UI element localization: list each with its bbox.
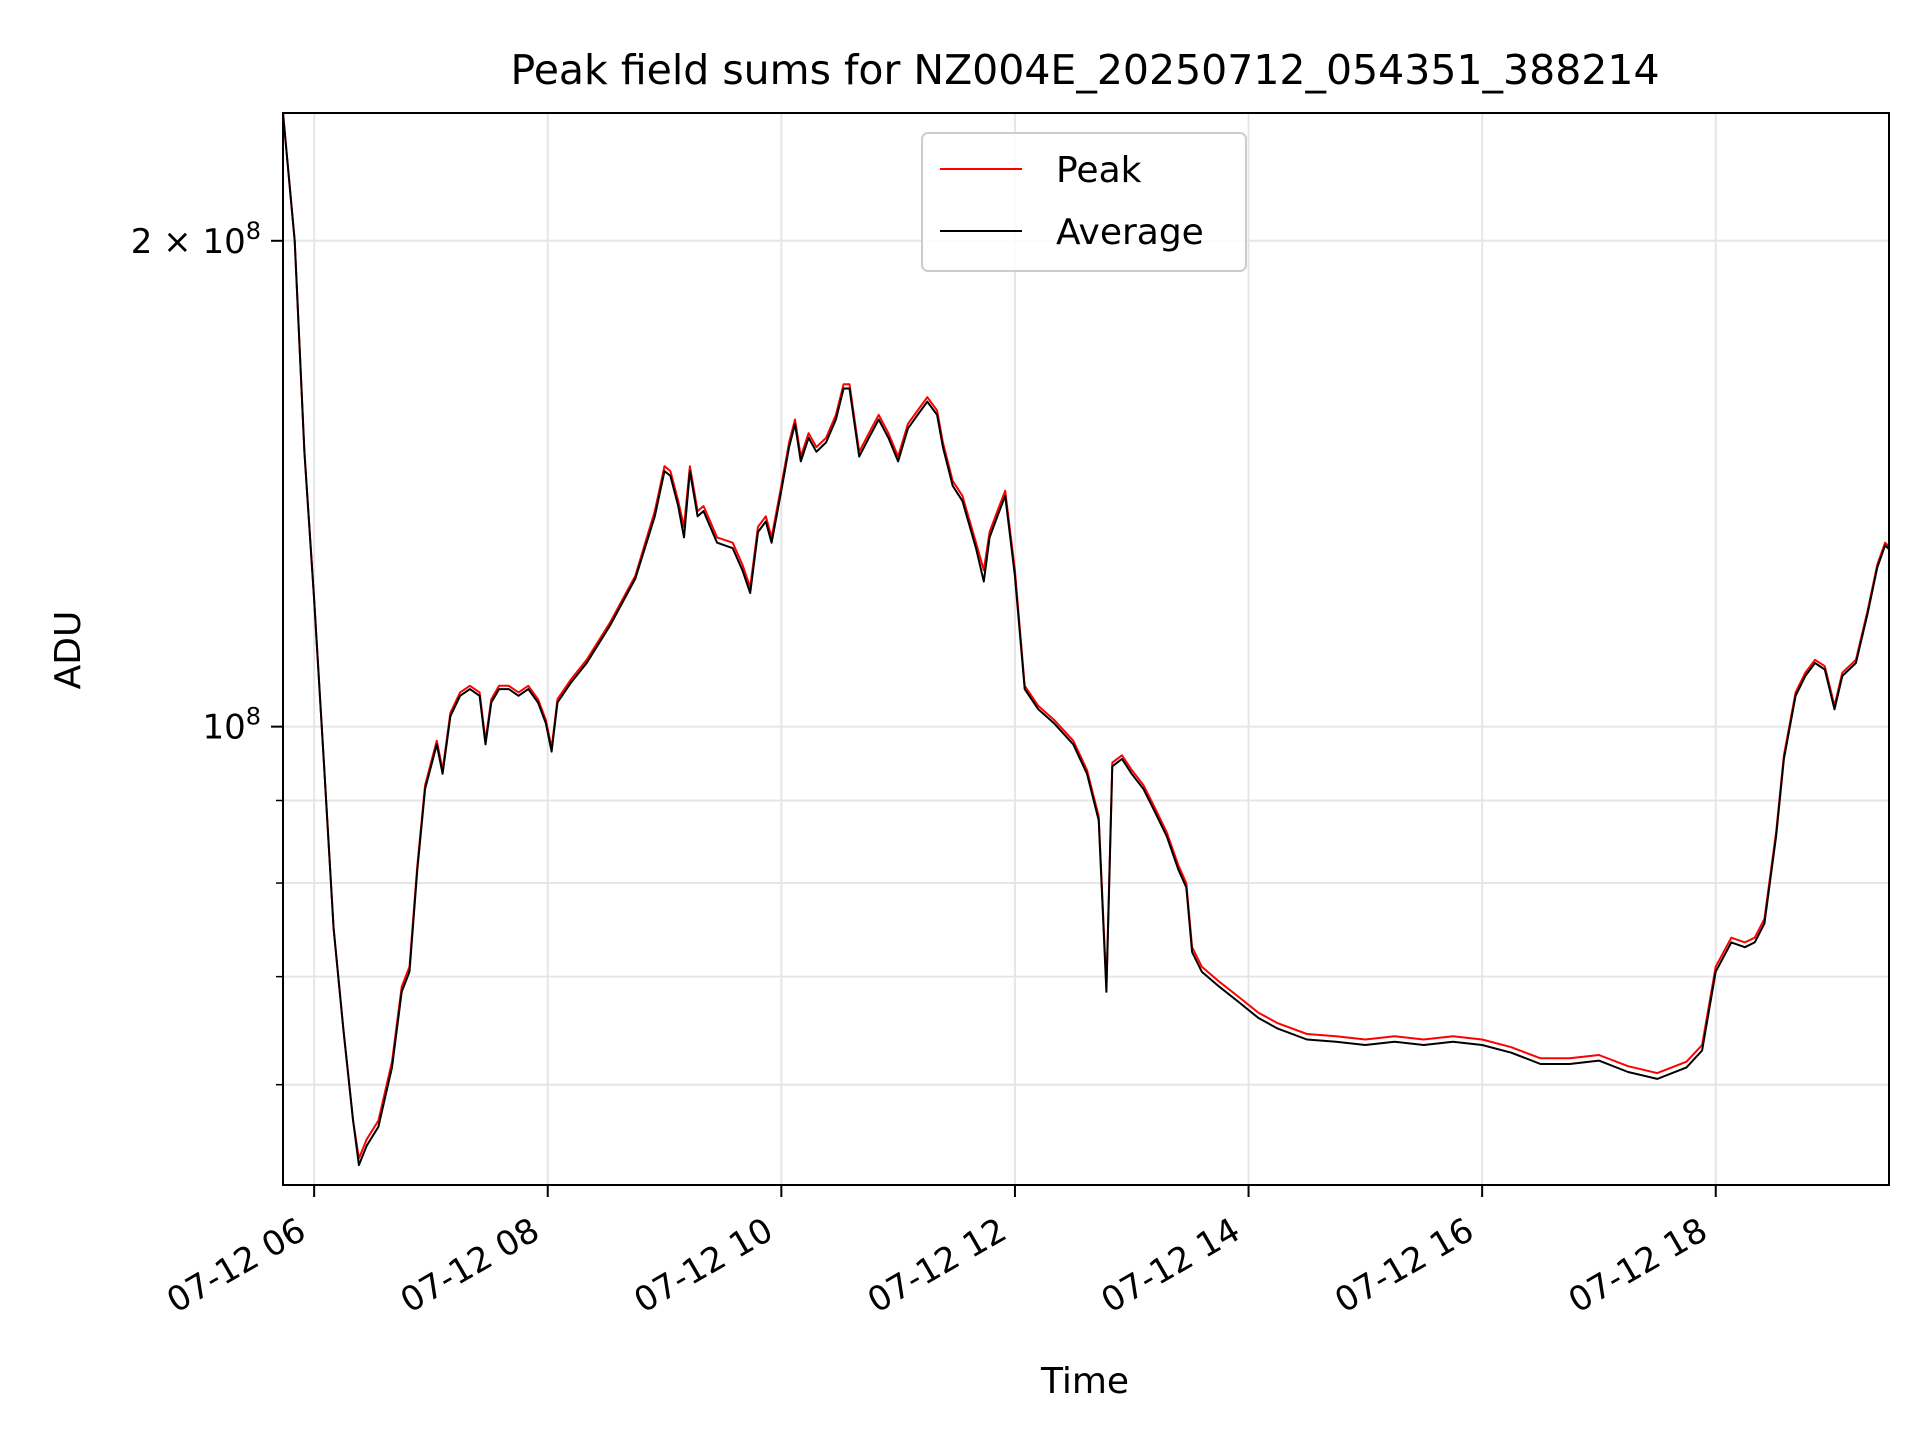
x-axis-label: Time [1040,1361,1129,1402]
chart-title: Peak field sums for NZ004E_20250712_0543… [510,46,1659,94]
y-axis: 2 × 108 108 [131,217,283,1086]
y-axis-label: ADU [48,611,89,690]
series-layer [283,113,1889,1167]
legend-label-average: Average [1056,212,1204,253]
y-tick-label: 2 × 108 [131,217,261,262]
legend-box [921,132,1247,272]
series-line-peak [283,113,1889,1160]
series-line-average [283,113,1889,1167]
grid [283,113,1889,1185]
plot-frame [282,112,1890,1186]
legend-label-peak: Peak [1056,150,1142,191]
y-tick-label: 108 [202,703,261,748]
legend: Peak Average [921,132,1247,272]
